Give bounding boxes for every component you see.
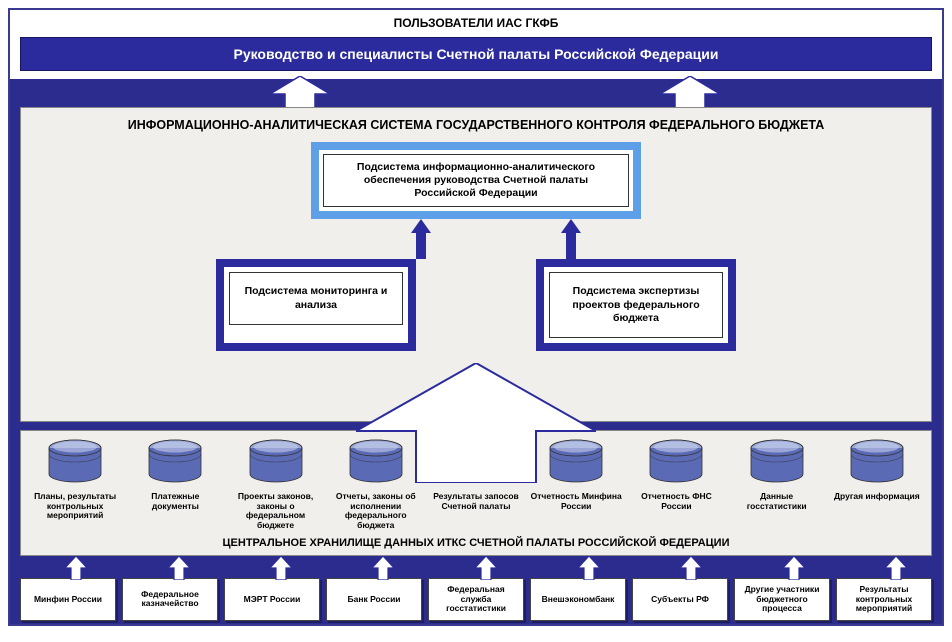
up-arrow-icon xyxy=(270,76,330,110)
database-icon xyxy=(248,439,304,483)
subsystem-left-box: Подсистема мониторинга и анализа xyxy=(216,259,416,350)
source-box: Субъекты РФ xyxy=(632,578,728,621)
up-arrow-icon xyxy=(660,76,720,110)
subsystem-top-box: Подсистема информационно-аналитического … xyxy=(311,142,641,219)
up-arrow-icon xyxy=(680,556,702,580)
up-arrow-icon xyxy=(270,556,292,580)
db-label: Планы, результаты контрольных мероприяти… xyxy=(27,492,123,521)
source-box: Внешэкономбанк xyxy=(530,578,626,621)
subsystem-right-box: Подсистема экспертизы проектов федеральн… xyxy=(536,259,736,350)
database-icon xyxy=(849,439,905,483)
up-arrow-icon xyxy=(885,556,907,580)
source-box: Банк России xyxy=(326,578,422,621)
source-box: Другие участники бюджетного процесса xyxy=(734,578,830,621)
mid-arrow-row xyxy=(31,219,921,259)
database-icon xyxy=(749,439,805,483)
db-item: Проекты законов, законы о федеральном бю… xyxy=(227,439,323,531)
diagram-frame: ПОЛЬЗОВАТЕЛИ ИАС ГКФБ Руководство и спец… xyxy=(8,8,944,626)
source-box: Федеральное казначейство xyxy=(122,578,218,621)
source-box: Федеральная служба госстатистики xyxy=(428,578,524,621)
db-item: Данные госстатистики xyxy=(729,439,825,531)
db-item: Отчетность ФНС России xyxy=(628,439,724,531)
db-title: ЦЕНТРАЛЬНОЕ ХРАНИЛИЩЕ ДАННЫХ ИТКС СЧЕТНО… xyxy=(27,531,925,551)
subsystem-right-label: Подсистема экспертизы проектов федеральн… xyxy=(549,272,723,337)
up-arrow-icon xyxy=(578,556,600,580)
top-band: Руководство и специалисты Счетной палаты… xyxy=(10,33,942,79)
database-icon xyxy=(147,439,203,483)
db-label: Другая информация xyxy=(829,492,925,502)
top-arrow-row xyxy=(10,79,942,107)
subsystem-top-label: Подсистема информационно-аналитического … xyxy=(323,154,629,207)
subsystem-left-label: Подсистема мониторинга и анализа xyxy=(229,272,403,324)
db-label: Отчетность Минфина России xyxy=(528,492,624,512)
users-bar: Руководство и специалисты Счетной палаты… xyxy=(20,37,932,71)
db-item: Другая информация xyxy=(829,439,925,531)
database-icon xyxy=(648,439,704,483)
sources-row: Минфин РоссииФедеральное казначействоМЭР… xyxy=(20,578,932,621)
up-arrow-icon xyxy=(65,556,87,580)
db-label: Данные госстатистики xyxy=(729,492,825,512)
sources-arrow-row xyxy=(10,556,942,578)
top-header: ПОЛЬЗОВАТЕЛИ ИАС ГКФБ xyxy=(10,10,942,33)
db-label: Проекты законов, законы о федеральном бю… xyxy=(227,492,323,531)
source-box: Минфин России xyxy=(20,578,116,621)
sources-title: Источники информации xyxy=(10,621,942,642)
up-arrow-icon xyxy=(475,556,497,580)
source-box: МЭРТ России xyxy=(224,578,320,621)
db-label: Платежные документы xyxy=(127,492,223,512)
up-arrow-icon xyxy=(168,556,190,580)
database-icon xyxy=(47,439,103,483)
big-up-arrow xyxy=(356,363,596,483)
source-box: Результаты контрольных мероприятий xyxy=(836,578,932,621)
db-label: Результаты запосов Счетной палаты xyxy=(428,492,524,512)
up-arrow-icon xyxy=(411,219,431,259)
main-title: ИНФОРМАЦИОННО-АНАЛИТИЧЕСКАЯ СИСТЕМА ГОСУ… xyxy=(31,114,921,142)
db-label: Отчетность ФНС России xyxy=(628,492,724,512)
main-panel: ИНФОРМАЦИОННО-АНАЛИТИЧЕСКАЯ СИСТЕМА ГОСУ… xyxy=(20,107,932,422)
db-item: Платежные документы xyxy=(127,439,223,531)
up-arrow-icon xyxy=(372,556,394,580)
up-arrow-icon xyxy=(561,219,581,259)
up-arrow-icon xyxy=(783,556,805,580)
db-item: Планы, результаты контрольных мероприяти… xyxy=(27,439,123,531)
db-label: Отчеты, законы об исполнении федеральног… xyxy=(328,492,424,531)
